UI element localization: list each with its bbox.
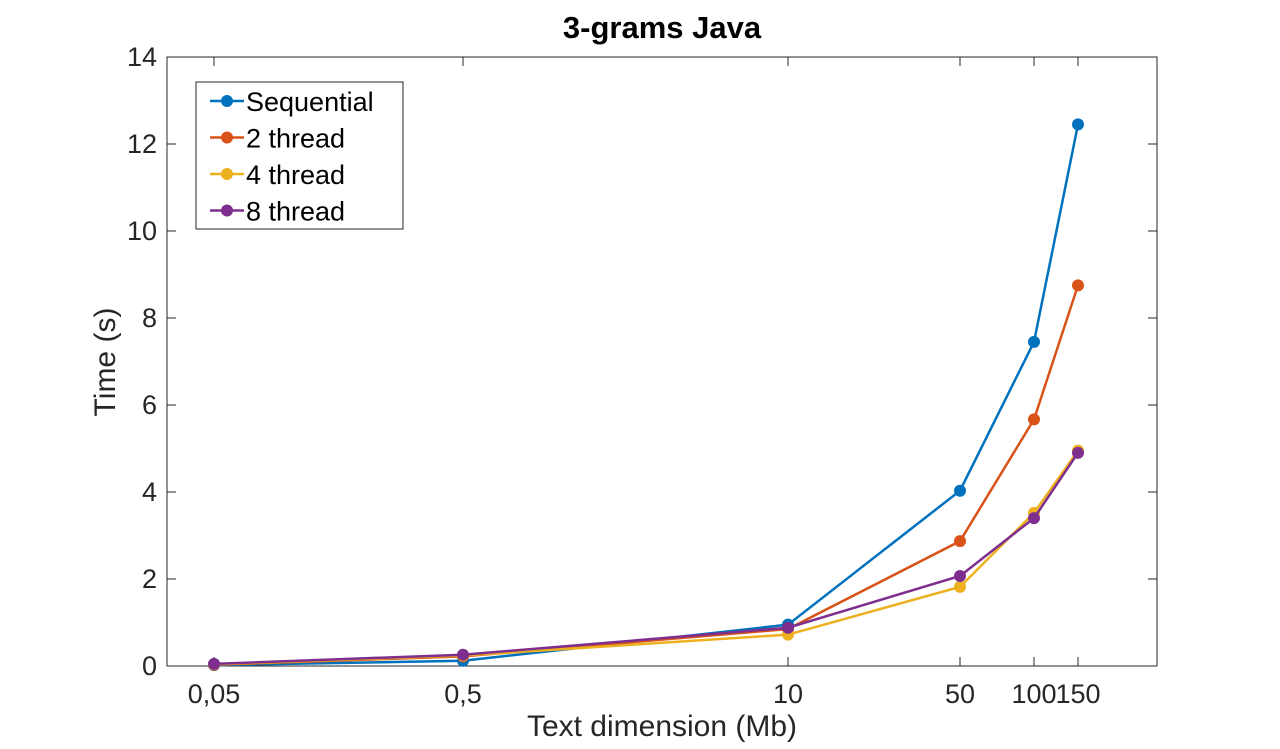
data-point: [1028, 335, 1040, 348]
legend-marker: [221, 131, 233, 144]
x-tick-label: 10: [773, 679, 803, 709]
y-tick-label: 10: [127, 216, 157, 246]
y-tick-label: 14: [127, 42, 157, 72]
data-point: [954, 535, 966, 548]
y-tick-label: 12: [127, 129, 157, 159]
x-tick-label: 150: [1055, 679, 1100, 709]
data-point: [208, 657, 220, 670]
y-tick-label: 0: [142, 651, 157, 681]
data-point: [1028, 512, 1040, 525]
data-point: [954, 484, 966, 497]
legend: Sequential 2 thread 4 thread 8 thread: [195, 81, 404, 230]
legend-item: 4 thread: [210, 160, 345, 190]
data-point: [457, 648, 469, 661]
x-axis-label: Text dimension (Mb): [527, 710, 797, 743]
legend-item: 8 thread: [210, 197, 345, 227]
x-tick-label: 0,05: [188, 679, 241, 709]
x-tick-label: 50: [945, 679, 975, 709]
legend-marker: [221, 95, 233, 107]
legend-marker: [221, 204, 233, 217]
legend-item: Sequential: [210, 87, 374, 117]
x-tick-label: 0,5: [444, 679, 482, 709]
legend-marker: [221, 168, 233, 180]
series-8-thread: [208, 446, 1084, 670]
legend-label: 4 thread: [246, 160, 345, 190]
y-axis-label: Time (s): [89, 308, 122, 417]
data-point: [1028, 413, 1040, 426]
data-point: [1072, 446, 1084, 459]
data-point: [1072, 279, 1084, 292]
legend-label: 8 thread: [246, 197, 345, 227]
y-tick-label: 2: [142, 564, 157, 594]
y-tick-label: 4: [142, 477, 157, 507]
y-tick-label: 6: [142, 390, 157, 420]
series-layer: [208, 118, 1084, 672]
series-line: [213, 452, 1080, 666]
legend-item: 2 thread: [210, 124, 345, 154]
data-point: [954, 569, 966, 582]
data-point: [782, 621, 794, 634]
chart-title: 3-grams Java: [563, 10, 762, 45]
series-line: [213, 124, 1080, 667]
data-point: [1072, 118, 1084, 131]
x-tick-label: 100: [1011, 679, 1056, 709]
legend-box: [195, 81, 404, 230]
y-tick-label: 8: [142, 303, 157, 333]
legend-label: Sequential: [246, 87, 374, 117]
legend-label: 2 thread: [246, 124, 345, 154]
data-point: [954, 580, 966, 593]
